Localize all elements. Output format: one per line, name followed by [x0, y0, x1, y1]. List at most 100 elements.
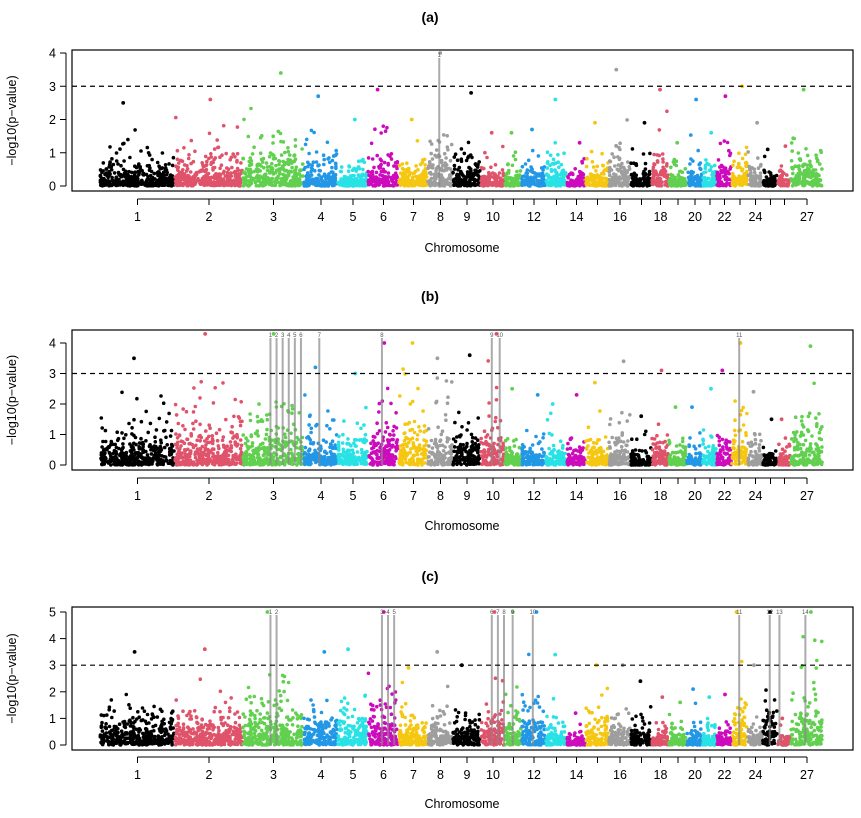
snp-point	[724, 171, 729, 175]
snp-point	[263, 437, 268, 441]
snp-point	[327, 156, 331, 160]
snp-point-peak	[203, 332, 208, 336]
snp-point	[769, 178, 774, 183]
snp-point	[304, 137, 309, 142]
snp-point	[740, 156, 745, 161]
snp-point	[310, 177, 314, 181]
snp-point-peak	[438, 51, 443, 55]
snp-point	[640, 182, 644, 186]
snp-point	[144, 172, 149, 177]
snp-point	[283, 182, 288, 187]
snp-point	[257, 460, 261, 465]
snp-point	[279, 153, 284, 157]
snp-point	[375, 176, 379, 180]
snp-point	[460, 173, 465, 177]
snp-point	[248, 459, 253, 464]
snp-point	[249, 433, 254, 437]
snp-point	[119, 163, 123, 168]
snp-points	[99, 332, 824, 467]
snp-point	[407, 178, 412, 183]
snp-point	[555, 179, 560, 184]
chromosome-26-points	[776, 144, 792, 188]
snp-point	[309, 128, 314, 133]
snp-point	[140, 447, 144, 451]
snp-point	[532, 171, 537, 175]
snp-point	[177, 161, 181, 165]
snp-point	[205, 175, 210, 180]
snp-point	[247, 174, 251, 178]
snp-point	[472, 172, 477, 177]
snp-point	[725, 140, 730, 145]
snp-point	[724, 181, 729, 186]
snp-point	[218, 179, 223, 184]
snp-point	[182, 163, 187, 167]
snp-point	[414, 164, 418, 168]
snp-point	[370, 157, 375, 161]
snp-point	[235, 158, 239, 163]
snp-point	[423, 163, 428, 167]
snp-point	[204, 443, 208, 447]
snp-point	[133, 170, 138, 174]
snp-point	[547, 175, 551, 180]
snp-point	[154, 428, 159, 432]
snp-point	[560, 182, 565, 187]
snp-point	[120, 390, 124, 395]
snp-point	[296, 452, 300, 456]
snp-point	[265, 446, 269, 450]
snp-point	[242, 454, 246, 458]
snp-point	[311, 160, 316, 164]
snp-point	[249, 159, 254, 163]
snp-point	[303, 445, 308, 450]
snp-point	[99, 453, 104, 457]
snp-point	[173, 402, 178, 407]
snp-point	[238, 446, 243, 451]
snp-point	[607, 184, 612, 188]
snp-point	[352, 183, 357, 187]
snp-point	[314, 456, 319, 460]
snp-point	[237, 172, 242, 176]
snp-point	[214, 181, 219, 186]
snp-point	[150, 157, 154, 162]
snp-point	[789, 159, 794, 163]
snp-point	[338, 169, 343, 174]
snp-point	[364, 405, 368, 410]
snp-point	[505, 179, 509, 183]
snp-point	[113, 455, 117, 459]
snp-point	[506, 162, 510, 167]
snp-point	[584, 164, 589, 169]
snp-point	[115, 438, 120, 443]
snp-point	[191, 421, 195, 426]
snp-point	[548, 163, 552, 167]
x-tick-label: 27	[800, 210, 814, 224]
snp-point	[145, 184, 149, 188]
snp-point	[189, 176, 193, 180]
chromosome-1-points	[98, 101, 176, 188]
snp-point	[204, 167, 209, 172]
snp-point	[264, 432, 269, 437]
snp-point-peak	[489, 130, 494, 135]
snp-point	[205, 159, 209, 164]
snp-point	[167, 179, 172, 184]
snp-point	[309, 426, 314, 431]
snp-point	[665, 109, 669, 114]
snp-point	[118, 173, 122, 178]
chromosome-23-points	[730, 84, 749, 188]
snp-point	[712, 163, 717, 168]
snp-point	[199, 451, 204, 455]
snp-point	[279, 177, 284, 181]
snp-point	[364, 174, 369, 178]
snp-point	[120, 457, 125, 462]
snp-point	[716, 179, 721, 183]
snp-point	[324, 180, 329, 185]
snp-point	[594, 169, 598, 173]
snp-point	[780, 178, 785, 182]
snp-point	[413, 169, 418, 174]
chromosome-5-points	[336, 371, 369, 467]
snp-point	[608, 173, 612, 178]
snp-point	[773, 177, 777, 181]
snp-point	[426, 179, 431, 184]
snp-point	[483, 150, 487, 155]
snp-point	[351, 177, 356, 182]
snp-point	[678, 183, 682, 188]
snp-point	[156, 171, 160, 176]
